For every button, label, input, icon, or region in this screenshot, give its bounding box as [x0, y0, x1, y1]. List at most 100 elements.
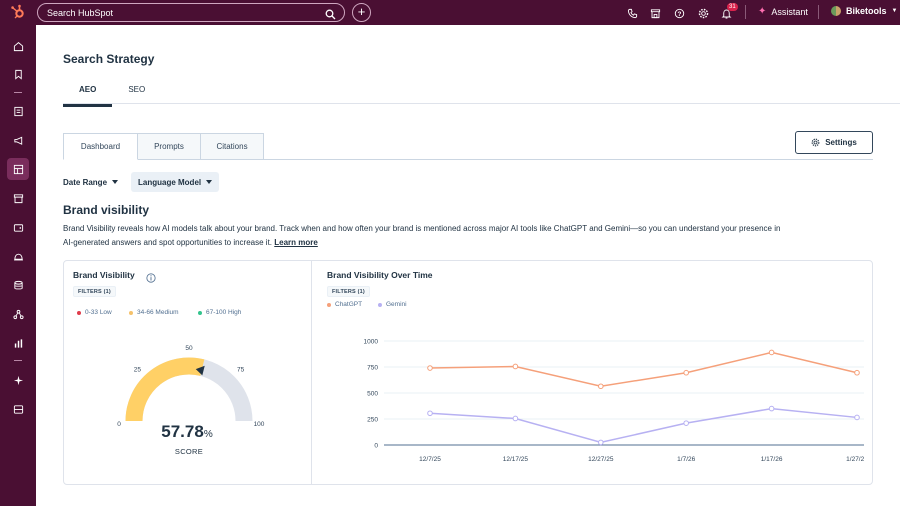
score-gauge: 0 25 50 75 100 57.78% SCORE — [117, 345, 265, 456]
sidebar-item-reporting[interactable] — [7, 332, 29, 354]
date-range-dropdown[interactable]: Date Range — [63, 172, 119, 192]
legend-label: 0-33 Low — [85, 309, 112, 316]
assistant-button[interactable]: ✦ Assistant — [758, 6, 808, 17]
subtab-citations[interactable]: Citations — [201, 133, 264, 160]
apps-window-icon — [13, 404, 23, 414]
gauge-tick-25: 25 — [134, 366, 142, 373]
phone-icon[interactable] — [627, 6, 639, 19]
sidebar-item-marketing[interactable] — [7, 129, 29, 151]
caret-down-icon — [112, 180, 119, 184]
search-input[interactable] — [47, 7, 317, 18]
legend-dot — [129, 310, 133, 315]
main-content: Search Strategy AEO SEO Dashboard Prompt… — [36, 25, 900, 506]
subtab-prompts[interactable]: Prompts — [138, 133, 201, 160]
sidebar-item-service[interactable] — [7, 245, 29, 267]
learn-more-link[interactable]: Learn more — [274, 238, 318, 247]
legend-medium: 34-66 Medium — [129, 309, 179, 316]
x-tick-label: 12/27/25 — [588, 456, 614, 463]
marketplace-icon[interactable] — [650, 6, 662, 19]
account-name: Biketools — [846, 6, 887, 16]
gear-icon[interactable] — [698, 6, 710, 19]
score-number: 57.78 — [161, 422, 204, 441]
sparkle-icon: ✦ — [758, 6, 767, 17]
section-title: Brand visibility — [63, 203, 150, 217]
description-text: Brand Visibility reveals how AI models t… — [63, 224, 781, 247]
sidebar-item-data[interactable] — [7, 274, 29, 296]
series-line-gemini — [429, 407, 858, 444]
tab-aeo[interactable]: AEO — [63, 83, 113, 107]
dashboard-subtabs: Dashboard Prompts Citations — [63, 133, 264, 160]
sidebar-item-automation[interactable] — [7, 303, 29, 325]
data-point-gemini — [768, 405, 775, 412]
sidebar-item-ai-tools[interactable] — [7, 369, 29, 391]
score-value: 57.78% — [161, 422, 213, 441]
y-tick-label: 250 — [367, 417, 378, 424]
divider — [311, 261, 312, 484]
sidebar-item-content[interactable] — [7, 158, 29, 180]
database-icon — [13, 280, 23, 289]
subtab-dashboard[interactable]: Dashboard — [63, 133, 138, 160]
score-unit: % — [204, 429, 213, 440]
legend-gemini: Gemini — [378, 301, 407, 308]
data-point-gemini — [512, 415, 519, 422]
language-model-dropdown[interactable]: Language Model — [131, 172, 220, 192]
sparkle-icon — [13, 375, 23, 385]
y-tick-label: 500 — [367, 391, 378, 398]
gauge-pointer — [195, 365, 205, 376]
search-icon[interactable] — [325, 7, 336, 25]
x-tick-label: 12/17/25 — [503, 456, 529, 463]
bookmark-icon — [14, 69, 22, 80]
legend-label: ChatGPT — [335, 301, 363, 308]
tab-seo[interactable]: SEO — [128, 85, 146, 94]
info-icon[interactable] — [146, 270, 156, 288]
legend-dot — [198, 310, 202, 315]
settings-button[interactable]: Settings — [795, 131, 873, 154]
notifications-bell-icon[interactable] — [721, 6, 733, 19]
bar-chart-icon — [14, 338, 22, 348]
service-bell-icon — [13, 253, 23, 260]
data-point-chatgpt — [683, 369, 690, 376]
legend-label: 34-66 Medium — [137, 309, 179, 316]
page-title: Search Strategy — [63, 52, 155, 66]
legend-label: 67-100 High — [206, 309, 242, 316]
gauge-tick-50: 50 — [185, 345, 193, 352]
filters-pill[interactable]: FILTERS (1) — [327, 286, 370, 297]
brand-visibility-card: Brand Visibility FILTERS (1) 0-33 Low 34… — [63, 260, 873, 485]
left-sidebar-nav — [0, 25, 36, 506]
legend-label: Gemini — [386, 301, 407, 308]
create-new-button[interactable]: + — [352, 3, 371, 22]
data-point-gemini — [854, 414, 860, 421]
sidebar-item-home[interactable] — [7, 35, 29, 57]
filters-pill[interactable]: FILTERS (1) — [73, 286, 116, 297]
data-point-gemini — [683, 420, 690, 426]
gauge-tick-75: 75 — [237, 366, 245, 373]
legend-chatgpt: ChatGPT — [327, 301, 362, 308]
sidebar-item-contacts[interactable] — [7, 100, 29, 122]
legend-low: 0-33 Low — [77, 309, 112, 316]
x-tick-label: 1/17/26 — [761, 456, 783, 463]
legend-dot — [327, 302, 331, 307]
data-point-chatgpt — [512, 363, 519, 370]
help-icon[interactable]: ? — [674, 6, 686, 19]
sidebar-item-commerce[interactable] — [7, 187, 29, 209]
series-line-chatgpt — [429, 351, 858, 388]
language-model-label: Language Model — [138, 177, 202, 187]
legend-high: 67-100 High — [198, 309, 241, 316]
page-tabs: AEO SEO — [63, 83, 161, 107]
hubspot-logo-icon[interactable] — [10, 4, 26, 20]
chevron-down-icon: ▼ — [891, 8, 898, 14]
divider — [14, 360, 22, 361]
sidebar-item-sales[interactable] — [7, 216, 29, 238]
account-menu[interactable]: Biketools ▼ — [831, 6, 897, 16]
x-tick-label: 1/7/26 — [677, 456, 695, 463]
contacts-book-icon — [13, 106, 23, 116]
global-search-box[interactable] — [37, 3, 345, 22]
data-point-gemini — [598, 439, 604, 446]
megaphone-icon — [13, 136, 22, 145]
sidebar-item-apps[interactable] — [7, 398, 29, 420]
divider — [745, 5, 746, 19]
settings-label: Settings — [825, 138, 857, 147]
sidebar-item-bookmarks[interactable] — [7, 63, 29, 85]
score-label: SCORE — [175, 447, 203, 456]
data-point-gemini — [427, 410, 433, 417]
